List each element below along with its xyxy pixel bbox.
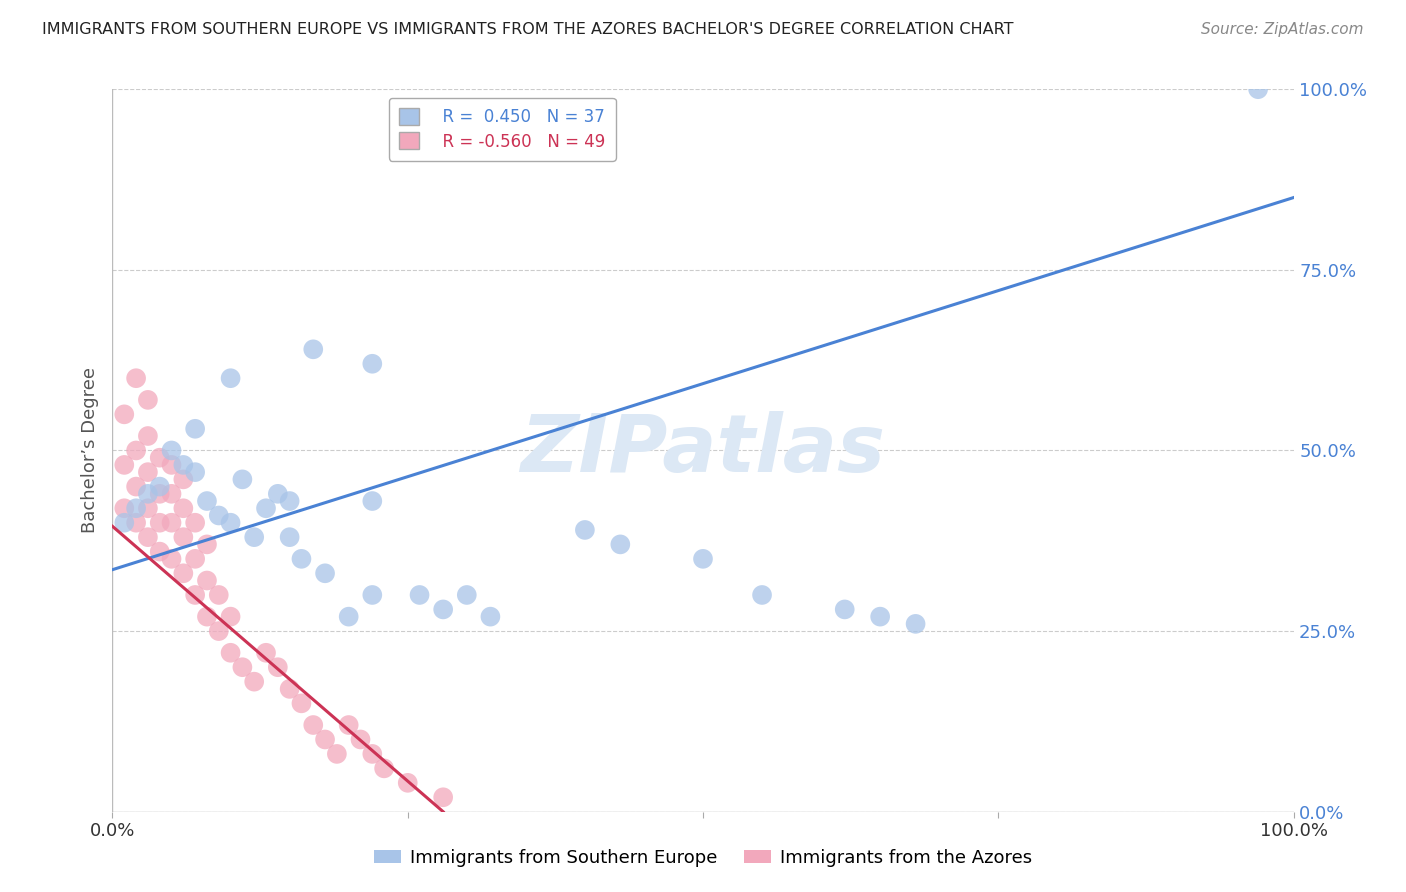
Point <box>574 523 596 537</box>
Point <box>231 660 253 674</box>
Point <box>149 516 172 530</box>
Point <box>432 790 454 805</box>
Point <box>834 602 856 616</box>
Point <box>396 776 419 790</box>
Point <box>184 588 207 602</box>
Point <box>267 487 290 501</box>
Point <box>231 472 253 486</box>
Point <box>149 544 172 558</box>
Point <box>136 392 159 407</box>
Point <box>337 609 360 624</box>
Point <box>337 718 360 732</box>
Point <box>302 343 325 357</box>
Legend: Immigrants from Southern Europe, Immigrants from the Azores: Immigrants from Southern Europe, Immigra… <box>367 842 1039 874</box>
Point <box>149 450 172 465</box>
Point <box>208 508 231 523</box>
Point <box>751 588 773 602</box>
Point <box>456 588 478 602</box>
Point <box>172 458 194 472</box>
Point <box>290 551 312 566</box>
Point <box>125 480 148 494</box>
Point <box>361 588 384 602</box>
Point <box>904 616 927 631</box>
Point <box>112 501 135 516</box>
Point <box>125 501 148 516</box>
Text: Source: ZipAtlas.com: Source: ZipAtlas.com <box>1201 22 1364 37</box>
Point <box>609 537 631 551</box>
Point <box>172 530 194 544</box>
Point <box>112 458 135 472</box>
Point <box>136 501 159 516</box>
Point <box>160 458 183 472</box>
Point <box>195 609 218 624</box>
Point <box>149 487 172 501</box>
Point <box>1247 82 1270 96</box>
Point <box>112 516 135 530</box>
Point <box>314 566 336 581</box>
Point <box>208 624 231 639</box>
Point <box>479 609 502 624</box>
Point <box>267 660 290 674</box>
Point <box>160 516 183 530</box>
Point <box>208 588 231 602</box>
Point <box>195 494 218 508</box>
Point <box>869 609 891 624</box>
Point <box>361 494 384 508</box>
Point <box>314 732 336 747</box>
Point <box>243 530 266 544</box>
Point <box>254 501 277 516</box>
Point <box>278 530 301 544</box>
Point <box>349 732 371 747</box>
Point <box>219 516 242 530</box>
Point <box>254 646 277 660</box>
Point <box>278 681 301 696</box>
Point <box>125 443 148 458</box>
Point <box>219 371 242 385</box>
Point <box>302 718 325 732</box>
Point <box>692 551 714 566</box>
Point <box>432 602 454 616</box>
Point <box>326 747 349 761</box>
Legend:   R =  0.450   N = 37,   R = -0.560   N = 49: R = 0.450 N = 37, R = -0.560 N = 49 <box>389 97 616 161</box>
Point <box>361 357 384 371</box>
Point <box>290 696 312 710</box>
Point <box>112 407 135 421</box>
Point <box>172 472 194 486</box>
Point <box>184 465 207 479</box>
Point <box>195 537 218 551</box>
Point <box>149 480 172 494</box>
Point <box>125 516 148 530</box>
Point <box>160 443 183 458</box>
Point <box>408 588 430 602</box>
Point <box>373 761 395 775</box>
Point <box>243 674 266 689</box>
Point <box>160 487 183 501</box>
Y-axis label: Bachelor’s Degree: Bachelor’s Degree <box>80 368 98 533</box>
Point <box>184 516 207 530</box>
Point <box>361 747 384 761</box>
Text: IMMIGRANTS FROM SOUTHERN EUROPE VS IMMIGRANTS FROM THE AZORES BACHELOR'S DEGREE : IMMIGRANTS FROM SOUTHERN EUROPE VS IMMIG… <box>42 22 1014 37</box>
Point <box>136 487 159 501</box>
Point <box>136 530 159 544</box>
Point <box>219 609 242 624</box>
Point <box>160 551 183 566</box>
Point <box>125 371 148 385</box>
Point <box>136 465 159 479</box>
Text: ZIPatlas: ZIPatlas <box>520 411 886 490</box>
Point <box>136 429 159 443</box>
Point <box>195 574 218 588</box>
Point <box>172 501 194 516</box>
Point <box>184 551 207 566</box>
Point <box>219 646 242 660</box>
Point <box>278 494 301 508</box>
Point <box>172 566 194 581</box>
Point <box>184 422 207 436</box>
